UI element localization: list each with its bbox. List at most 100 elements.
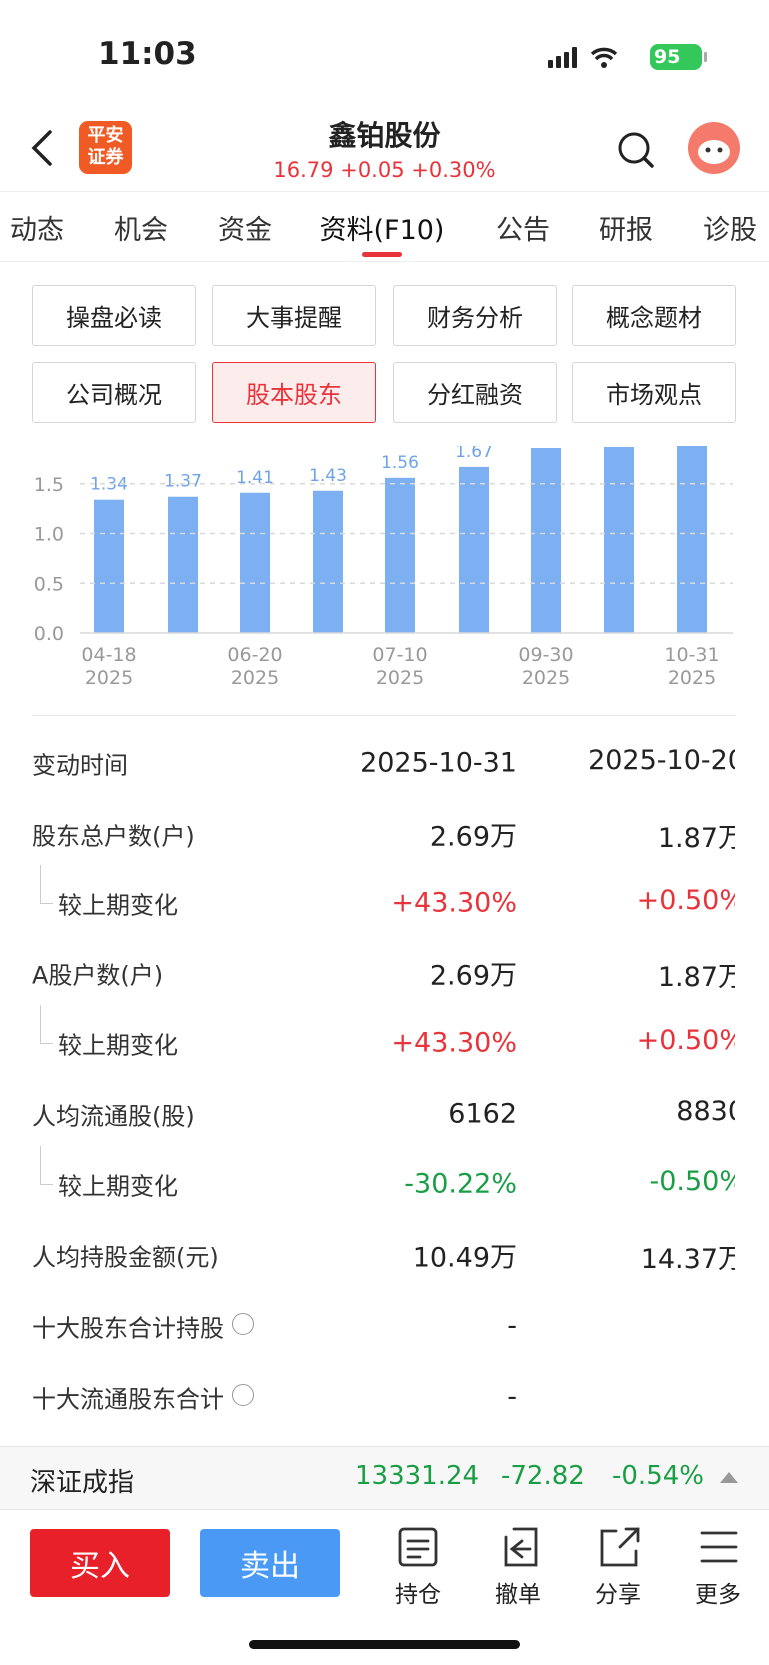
row-label: 较上期变化	[58, 1031, 178, 1060]
change-pct: +0.30%	[411, 158, 496, 182]
tab[interactable]: 机会	[114, 215, 168, 246]
bar	[94, 499, 124, 633]
value-label: 1.67	[455, 442, 493, 462]
index-change-pct: -0.54%	[612, 1461, 704, 1491]
row-value: 6162	[448, 1098, 517, 1130]
tool-button[interactable]: 股本股东	[212, 362, 376, 423]
x-tick-label: 04-18	[81, 644, 136, 666]
row-value: 10.49万	[412, 1242, 517, 1274]
logo-text: 平安	[87, 125, 124, 146]
toolbar-icons	[398, 1527, 738, 1567]
value-clip: +0.50%	[525, 1023, 735, 1063]
search-button[interactable]	[616, 130, 656, 170]
row-label: 较上期变化	[58, 891, 178, 920]
row-value: +0.50%	[636, 885, 735, 916]
tool-button[interactable]: 分红融资	[393, 362, 557, 423]
avatar[interactable]	[688, 122, 740, 174]
tab-underline	[362, 252, 402, 257]
change: +0.05	[340, 158, 405, 182]
index-change: -72.82	[501, 1461, 585, 1491]
expand-arrow[interactable]	[720, 1470, 738, 1484]
tool-button[interactable]: 概念题材	[572, 285, 736, 346]
index-name: 深证成指	[30, 1468, 135, 1498]
value-clip: 14.37万	[525, 1235, 735, 1275]
y-tick-label: 1.0	[34, 524, 64, 546]
info-icon[interactable]	[232, 1313, 254, 1335]
stock-quote: 16.79 +0.05 +0.30%	[0, 158, 769, 182]
row-value: -	[507, 1381, 517, 1413]
y-tick-label: 1.5	[34, 474, 64, 496]
toolbar-label[interactable]: 更多	[695, 1582, 741, 1608]
toolbar-label[interactable]: 分享	[595, 1582, 641, 1608]
row-value: 2025-10-20	[588, 745, 735, 776]
tab[interactable]: 资金	[218, 215, 272, 246]
tab[interactable]: 公告	[496, 215, 550, 246]
x-tick-label: 09-30	[518, 644, 573, 666]
tab-bar	[0, 191, 769, 262]
tool-button[interactable]: 大事提醒	[212, 285, 376, 346]
tool-button[interactable]: 操盘必读	[32, 285, 196, 346]
row-label: 变动时间	[32, 751, 128, 780]
plot: 1.34 1.37 1.41 1.43 1.56 1.67	[90, 442, 707, 633]
tree-line	[40, 865, 53, 904]
value-clip: 1.87万	[525, 953, 735, 993]
value-clip: 8830	[525, 1094, 735, 1134]
y-tick-label: 0.0	[34, 623, 64, 645]
row-value: 2.69万	[429, 960, 517, 992]
x-tick-label: 06-20	[227, 644, 282, 666]
tab[interactable]: 资料(F10)	[319, 215, 445, 246]
chart: 1.34 1.37 1.41 1.43 1.56 1.67 0.0 0.5 1.0 1.5 04-…	[34, 442, 733, 689]
bar	[677, 446, 707, 633]
tab[interactable]: 研报	[599, 215, 653, 246]
row-value: 2.69万	[429, 821, 517, 853]
row-value: 8830	[676, 1096, 735, 1127]
index-bar[interactable]	[0, 1446, 769, 1510]
status-time: 11:03	[98, 36, 197, 72]
toolbar-label[interactable]: 持仓	[395, 1582, 441, 1608]
row-value: +43.30%	[391, 1027, 517, 1059]
tab[interactable]: 诊股	[703, 215, 757, 246]
x-tick-label: 07-10	[372, 644, 427, 666]
row-value: -0.50%	[649, 1166, 735, 1197]
value-clip: -0.50%	[525, 1164, 735, 1204]
row-label: 十大流通股东合计	[32, 1385, 224, 1414]
info-icon[interactable]	[232, 1384, 254, 1406]
row-label: 人均流通股(股)	[32, 1102, 195, 1131]
row-label: 人均持股金额(元)	[32, 1243, 219, 1272]
tool-button[interactable]: 市场观点	[572, 362, 736, 423]
bar	[459, 466, 489, 633]
x-tick-label: 2025	[85, 667, 133, 689]
price: 16.79	[273, 158, 334, 182]
bar	[168, 496, 198, 633]
tree-line	[40, 1005, 53, 1044]
status-icons	[548, 44, 707, 70]
value-label: 1.34	[90, 475, 128, 495]
x-tick-label: 2025	[376, 667, 424, 689]
value-clip: -	[525, 1306, 735, 1346]
value-label: 1.41	[236, 468, 274, 488]
value-clip: +0.50%	[525, 883, 735, 923]
home-indicator	[249, 1640, 520, 1649]
row-value: 2025-10-31	[360, 747, 517, 779]
stock-title: 鑫铂股份	[328, 119, 441, 152]
buy-button[interactable]: 买入	[30, 1529, 170, 1597]
bar	[604, 446, 634, 633]
back-button[interactable]	[28, 128, 58, 168]
tab[interactable]: 动态	[10, 215, 64, 246]
value-clip: 2025-10-20	[525, 743, 735, 783]
row-label: 股东总户数(户)	[32, 822, 195, 851]
bar	[240, 492, 270, 633]
x-tick-label: 2025	[231, 667, 279, 689]
x-tick-label: 2025	[522, 667, 570, 689]
tool-button[interactable]: 财务分析	[393, 285, 557, 346]
value-label: 1.56	[381, 453, 419, 473]
value-label: 1.43	[309, 466, 347, 486]
tree-line	[40, 1146, 53, 1185]
broker-logo[interactable]: 平安 证券	[79, 121, 132, 174]
value-clip: -	[525, 1377, 735, 1417]
toolbar-label[interactable]: 撤单	[495, 1582, 541, 1608]
battery-level: 95	[654, 46, 681, 68]
tool-button[interactable]: 公司概况	[32, 362, 196, 423]
sell-button[interactable]: 卖出	[200, 1529, 340, 1597]
